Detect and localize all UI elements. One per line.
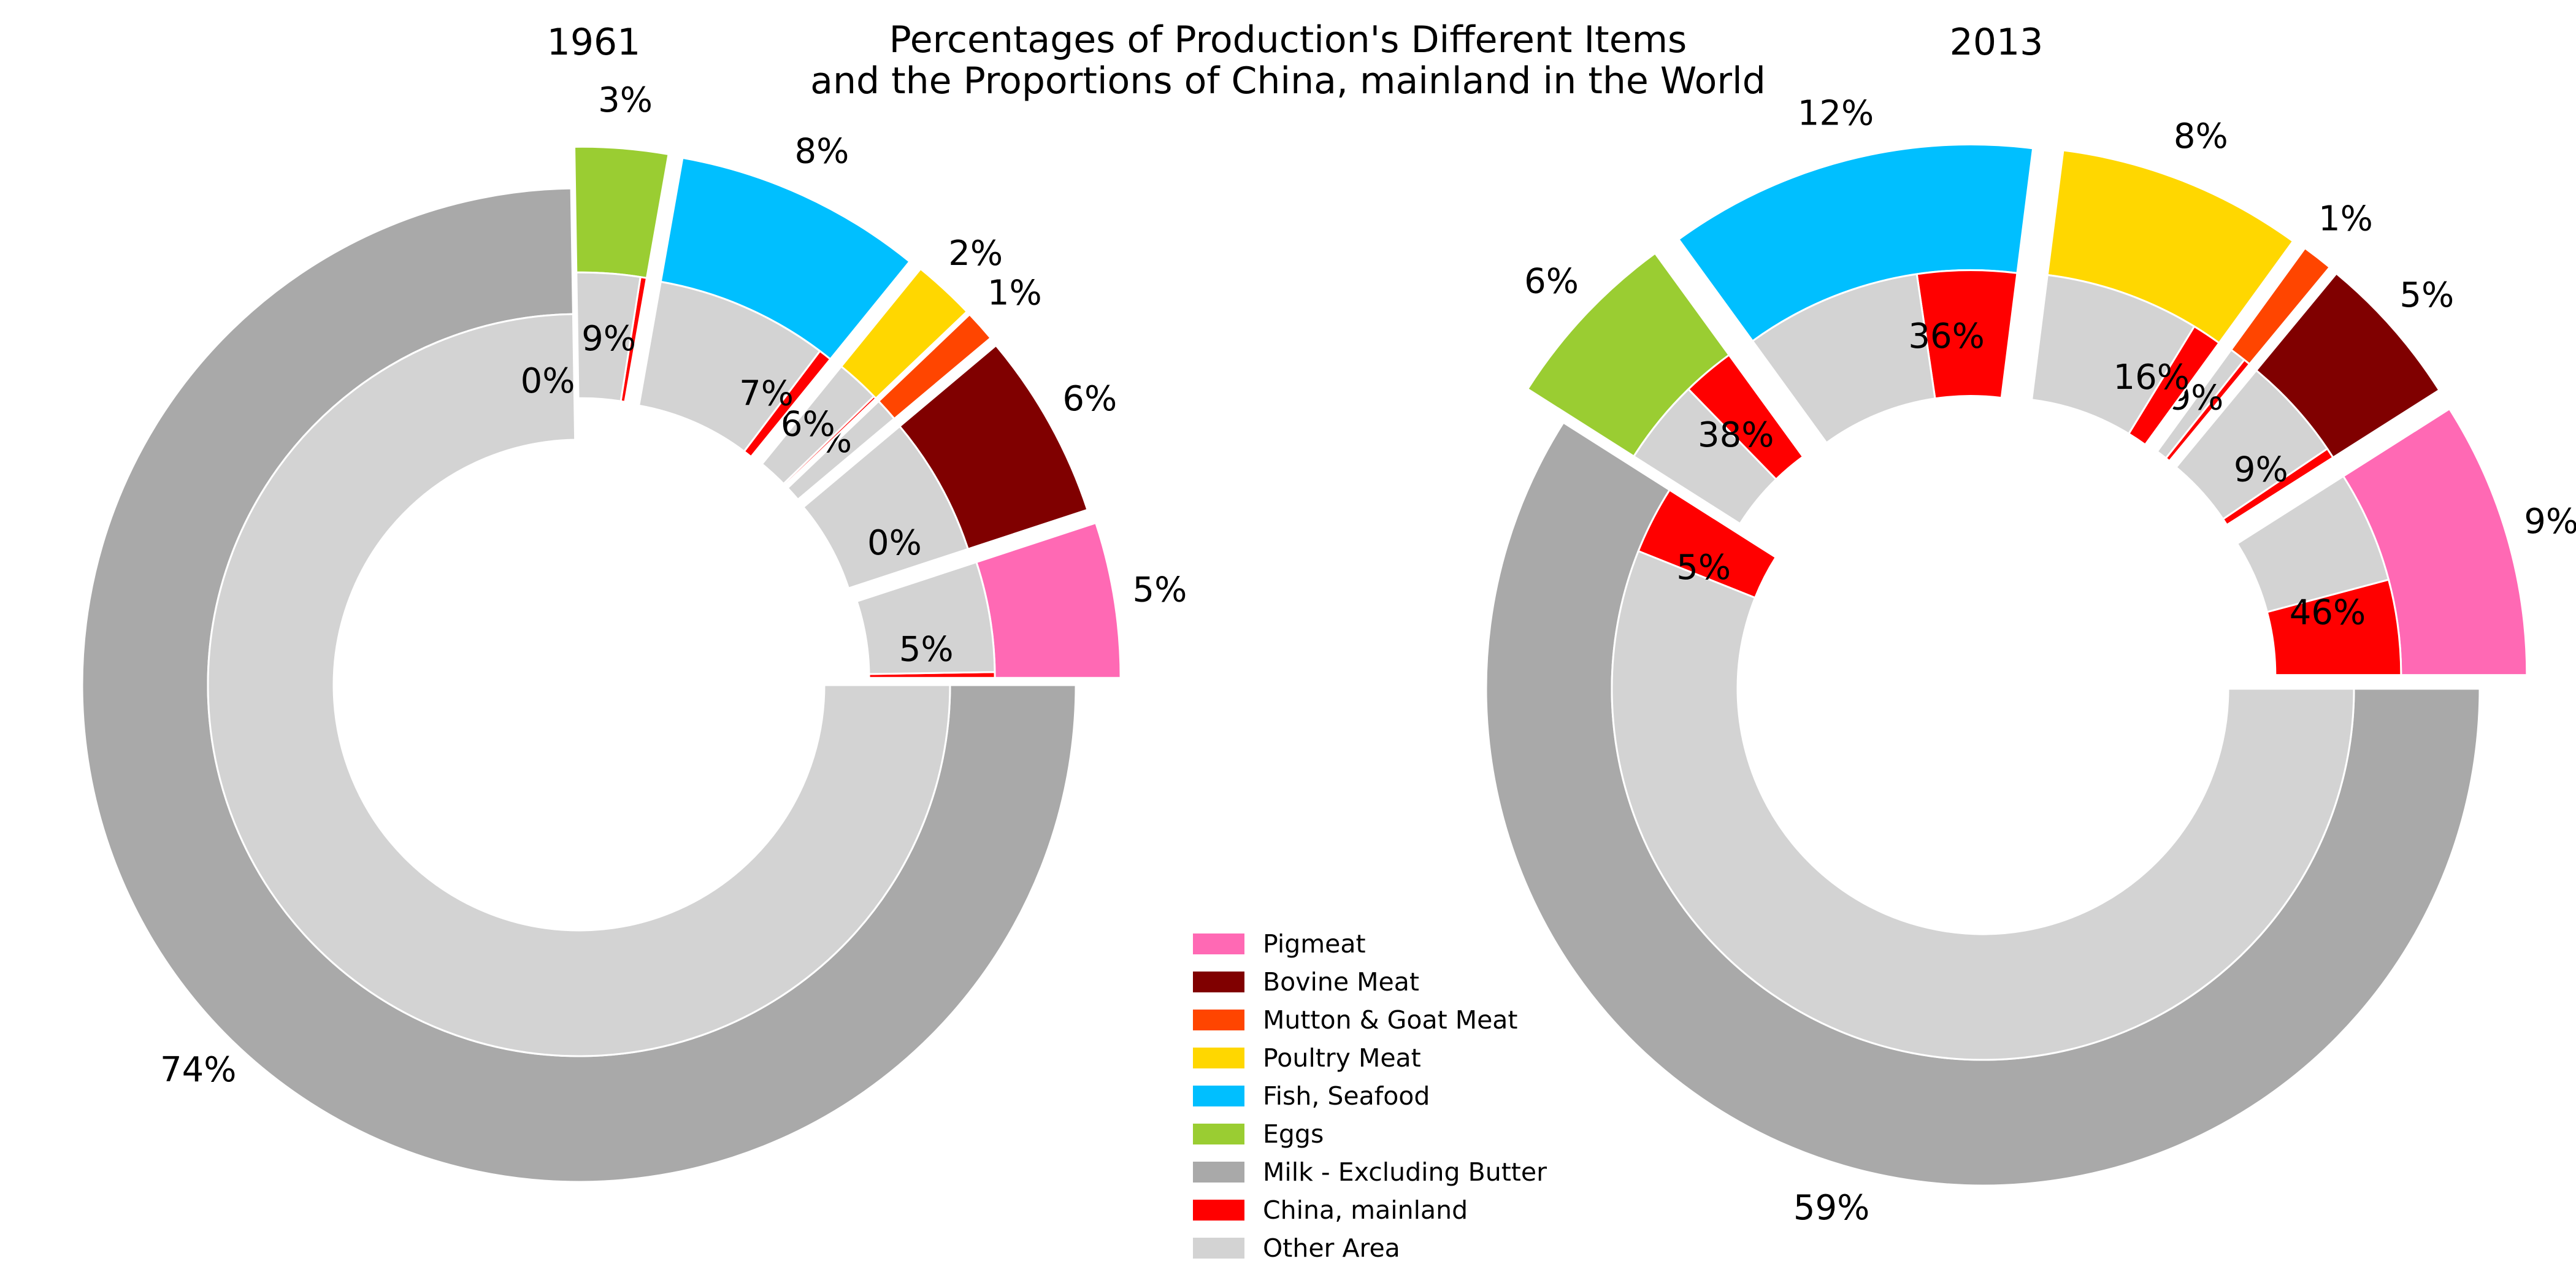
outer-slice [573, 145, 670, 280]
other-slice [761, 365, 875, 485]
outer-slice [975, 521, 1122, 679]
legend-swatch [1193, 972, 1244, 992]
legend-swatch [1193, 1124, 1244, 1144]
legend-label: Fish, Seafood [1263, 1081, 1430, 1111]
other-slice [2030, 274, 2196, 435]
china-percent-label: 38% [1698, 415, 1774, 455]
outer-percent-label: 6% [1524, 262, 1579, 302]
china-percent-label: 5% [899, 629, 954, 669]
legend-item: Other Area [1193, 1229, 1622, 1267]
outer-percent-label: 2% [948, 234, 1003, 274]
other-slice [2156, 348, 2246, 460]
legend-item: Eggs [1193, 1115, 1622, 1153]
other-slice [2236, 475, 2390, 613]
other-slice [1632, 388, 1777, 525]
other-slice [2174, 369, 2329, 521]
legend: Pigmeat Bovine Meat Mutton & Goat Meat P… [1193, 925, 1622, 1267]
outer-percent-label: 8% [794, 131, 849, 171]
legend-swatch [1193, 1086, 1244, 1106]
other-slice [207, 313, 951, 1057]
legend-item: Milk - Excluding Butter [1193, 1153, 1622, 1191]
china-percent-label: 7% [739, 374, 794, 413]
legend-label: Eggs [1263, 1119, 1324, 1149]
china-percent-label: 36% [1908, 316, 1984, 356]
legend-item: Bovine Meat [1193, 963, 1622, 1001]
legend-item: Mutton & Goat Meat [1193, 1001, 1622, 1039]
outer-percent-label: 1% [987, 274, 1042, 313]
figure-title-line2: and the Proportions of China, mainland i… [810, 59, 1766, 102]
other-slice [786, 400, 896, 501]
china-percent-label: 5% [1676, 548, 1731, 588]
outer-percent-label: 3% [598, 80, 653, 120]
china-percent-label: 0% [521, 361, 575, 401]
outer-percent-label: 6% [1062, 379, 1117, 419]
legend-label: Milk - Excluding Butter [1263, 1157, 1547, 1187]
outer-percent-label: 5% [1133, 570, 1187, 610]
outer-percent-label: 74% [160, 1050, 236, 1090]
china-percent-label: 46% [2290, 593, 2366, 633]
other-slice [1611, 550, 2355, 1061]
legend-label: Other Area [1263, 1233, 1400, 1263]
legend-swatch [1193, 1162, 1244, 1183]
china-percent-label: 6% [781, 405, 835, 445]
legend-item: Fish, Seafood [1193, 1077, 1622, 1115]
legend-swatch [1193, 1238, 1244, 1259]
legend-swatch [1193, 933, 1244, 954]
legend-item: Pigmeat [1193, 925, 1622, 963]
legend-label: China, mainland [1263, 1195, 1468, 1225]
legend-swatch [1193, 1200, 1244, 1221]
legend-item: China, mainland [1193, 1191, 1622, 1229]
china-percent-label: 9% [2234, 450, 2288, 490]
legend-item: Poultry Meat [1193, 1039, 1622, 1077]
outer-percent-label: 12% [1798, 93, 1874, 133]
legend-label: Bovine Meat [1263, 967, 1419, 997]
china-percent-label: 9% [581, 319, 636, 359]
other-slice [802, 424, 970, 590]
legend-label: Poultry Meat [1263, 1043, 1421, 1073]
other-slice [575, 271, 642, 402]
outer-percent-label: 8% [2174, 117, 2228, 156]
legend-swatch [1193, 1010, 1244, 1030]
legend-swatch [1193, 1048, 1244, 1068]
legend-label: Mutton & Goat Meat [1263, 1005, 1518, 1035]
outer-percent-label: 59% [1793, 1188, 1869, 1228]
outer-percent-label: 5% [2399, 275, 2454, 315]
right-chart-title: 2013 [1949, 21, 2044, 64]
china-percent-label: 0% [867, 523, 922, 563]
left-chart-title: 1961 [546, 21, 641, 64]
outer-percent-label: 9% [2524, 502, 2576, 542]
other-slice [637, 280, 821, 453]
legend-label: Pigmeat [1263, 929, 1366, 959]
other-slice [856, 561, 996, 675]
china-percent-label: 16% [2113, 358, 2189, 397]
other-slice [1751, 273, 1936, 445]
figure-title-line1: Percentages of Production's Different It… [889, 18, 1687, 61]
outer-percent-label: 1% [2318, 199, 2373, 239]
